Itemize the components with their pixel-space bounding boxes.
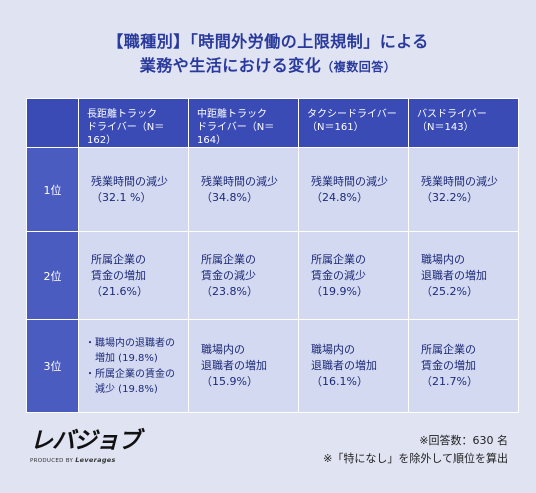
table-row: 1位 残業時間の減少 （32.1 %） 残業時間の減少 （34.8%） 残業時間… xyxy=(26,147,519,232)
table-row: 2位 所属企業の 賃金の増加 （21.6%） 所属企業の 賃金の減少 （23.8… xyxy=(26,231,519,320)
table-cell: 残業時間の減少 （34.8%） xyxy=(188,147,299,232)
title-line-2: 業務や生活における変化（複数回答） xyxy=(0,54,536,79)
cell-text: 所属企業の 賃金の減少 （19.9%） xyxy=(311,252,368,298)
cell-text: 職場内の 退職者の増加 （25.2%） xyxy=(421,252,487,298)
table-cell: 職場内の 退職者の増加 （15.9%） xyxy=(188,319,299,413)
cell-text: 残業時間の減少 （32.1 %） xyxy=(91,174,168,204)
table-cell-tied-items: ・職場内の退職者の 増加 (19.8%) ・所属企業の賃金の 減少 (19.8%… xyxy=(78,319,189,413)
footnotes: ※回答数：630 名 ※「特になし」を除外して順位を算出 xyxy=(323,432,508,468)
list-item: ・職場内の退職者の 増加 (19.8%) xyxy=(85,337,175,364)
table-cell: 職場内の 退職者の増加 （25.2%） xyxy=(408,231,519,320)
title-line-2-suffix: （複数回答） xyxy=(321,60,397,74)
column-header-label: タクシードライバー （N＝161） xyxy=(307,109,397,133)
table-row: 3位 ・職場内の退職者の 増加 (19.8%) ・所属企業の賃金の 減少 (19… xyxy=(26,319,519,413)
tied-item-list: ・職場内の退職者の 増加 (19.8%) ・所属企業の賃金の 減少 (19.8%… xyxy=(79,336,188,397)
table-cell: 所属企業の 賃金の増加 （21.7%） xyxy=(408,319,519,413)
table-cell: 残業時間の減少 （32.1 %） xyxy=(78,147,189,232)
column-header-label: 長距離トラック ドライバー（N＝162） xyxy=(87,109,165,146)
table-corner-cell xyxy=(26,98,79,148)
ranking-table: 長距離トラック ドライバー（N＝162） 中距離トラック ドライバー（N＝164… xyxy=(26,98,519,413)
infographic-title: 【職種別】「時間外労働の上限規制」による 業務や生活における変化（複数回答） xyxy=(0,30,536,79)
rank-label: 3位 xyxy=(26,319,79,413)
cell-text: 残業時間の減少 （34.8%） xyxy=(201,174,278,204)
column-header-label: バスドライバー （N＝143） xyxy=(417,109,487,133)
cell-text: 残業時間の減少 （32.2%） xyxy=(421,174,498,204)
logo-produced-by: PRODUCED BY xyxy=(30,458,74,464)
footnote-respondents: ※回答数：630 名 xyxy=(419,434,508,447)
cell-text: 所属企業の 賃金の増加 （21.7%） xyxy=(421,343,478,388)
table-cell: 所属企業の 賃金の減少 （19.9%） xyxy=(298,231,409,320)
logo-wordmark: レバジョブ xyxy=(30,428,141,454)
table-cell: 残業時間の減少 （32.2%） xyxy=(408,147,519,232)
table-cell: 職場内の 退職者の増加 （16.1%） xyxy=(298,319,409,413)
cell-text: 残業時間の減少 （24.8%） xyxy=(311,174,388,204)
cell-text: 職場内の 退職者の増加 （16.1%） xyxy=(311,343,377,388)
rank-label: 1位 xyxy=(26,147,79,232)
brand-logo: レバジョブ PRODUCED BY Leverages xyxy=(30,428,141,464)
table-cell: 残業時間の減少 （24.8%） xyxy=(298,147,409,232)
cell-text: 所属企業の 賃金の増加 （21.6%） xyxy=(91,252,148,298)
title-line-1: 【職種別】「時間外労働の上限規制」による xyxy=(107,32,429,51)
column-header-long-distance-truck: 長距離トラック ドライバー（N＝162） xyxy=(78,98,189,148)
column-header-label: 中距離トラック ドライバー（N＝164） xyxy=(197,109,275,146)
column-header-bus: バスドライバー （N＝143） xyxy=(408,98,519,148)
cell-text: 所属企業の 賃金の減少 （23.8%） xyxy=(201,252,258,298)
table-cell: 所属企業の 賃金の減少 （23.8%） xyxy=(188,231,299,320)
title-line-2-main: 業務や生活における変化 xyxy=(139,56,322,75)
footnote-exclusion: ※「特になし」を除外して順位を算出 xyxy=(323,452,508,465)
column-header-mid-distance-truck: 中距離トラック ドライバー（N＝164） xyxy=(188,98,299,148)
column-header-taxi: タクシードライバー （N＝161） xyxy=(298,98,409,148)
logo-tagline: PRODUCED BY Leverages xyxy=(30,456,140,464)
logo-company: Leverages xyxy=(75,456,116,464)
rank-label: 2位 xyxy=(26,231,79,320)
list-item: ・所属企業の賃金の 減少 (19.8%) xyxy=(85,368,175,395)
table-header-row: 長距離トラック ドライバー（N＝162） 中距離トラック ドライバー（N＝164… xyxy=(26,98,519,148)
table-cell: 所属企業の 賃金の増加 （21.6%） xyxy=(78,231,189,320)
cell-text: 職場内の 退職者の増加 （15.9%） xyxy=(201,343,267,388)
